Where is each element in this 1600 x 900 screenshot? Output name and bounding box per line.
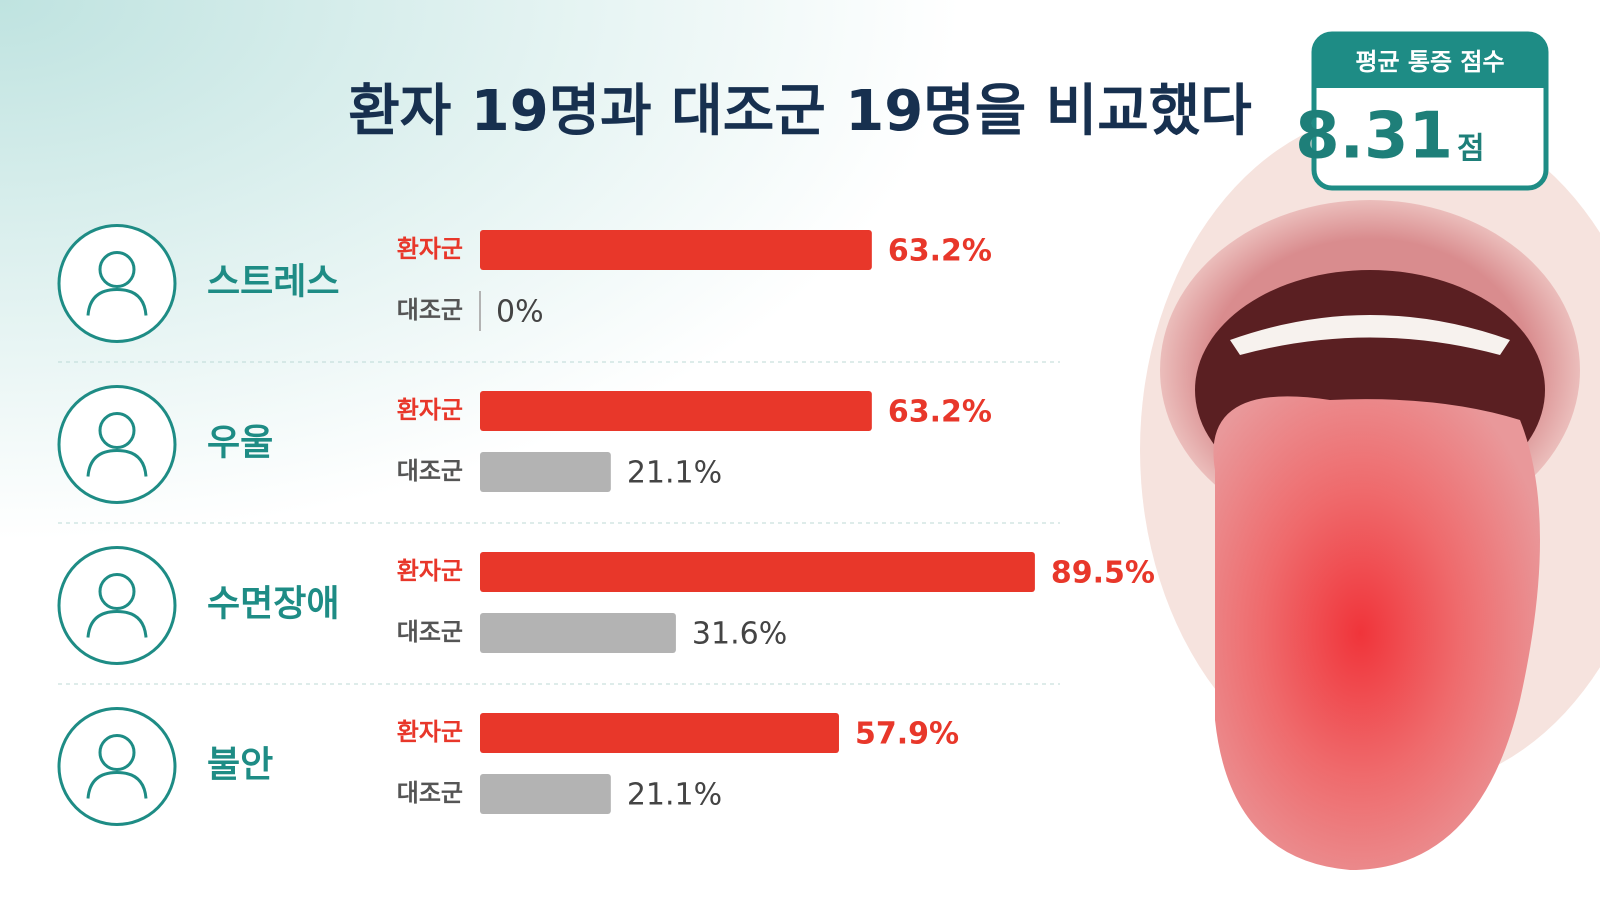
icon-body — [86, 448, 148, 477]
badge-unit: 점 — [1457, 132, 1485, 167]
series-label: 환자군 — [397, 396, 463, 424]
icon-head — [98, 734, 136, 771]
bar — [480, 452, 611, 492]
bar — [480, 713, 839, 753]
bar — [480, 391, 872, 431]
value-label: 89.5% — [1051, 556, 1155, 591]
series-label: 대조군 — [397, 779, 463, 807]
series-label: 대조군 — [397, 296, 463, 324]
series-label: 대조군 — [397, 618, 463, 646]
series-label: 환자군 — [397, 235, 463, 263]
series-label: 환자군 — [397, 557, 463, 585]
icon-ring — [57, 546, 177, 665]
icon-body — [86, 770, 148, 799]
badge-label: 평균 통증 점수 — [1355, 48, 1504, 76]
value-label: 21.1% — [627, 778, 722, 813]
category-label: 스트레스 — [207, 262, 339, 303]
value-label: 0% — [496, 295, 544, 330]
value-label: 63.2% — [888, 234, 992, 269]
badge: 평균 통증 점수 8.31 점 — [1295, 31, 1549, 191]
value-label: 57.9% — [855, 717, 959, 752]
icon-body — [86, 609, 148, 638]
category-label: 불안 — [207, 745, 273, 786]
icon-head — [98, 412, 136, 449]
title: 환자 19명과 대조군 19명을 비교했다 — [348, 79, 1252, 144]
bar — [480, 774, 611, 814]
badge-value: 8.31 — [1295, 100, 1453, 174]
bar — [480, 613, 676, 653]
icon-head — [98, 573, 136, 610]
icon-ring — [57, 385, 177, 504]
value-label: 31.6% — [692, 617, 787, 652]
series-label: 대조군 — [397, 457, 463, 485]
icon-body — [86, 287, 148, 316]
category-label: 수면장애 — [207, 584, 339, 625]
bar — [480, 230, 872, 270]
icon-head — [98, 251, 136, 288]
category-label: 우울 — [207, 423, 273, 464]
value-label: 21.1% — [627, 456, 722, 491]
series-label: 환자군 — [397, 718, 463, 746]
value-label: 63.2% — [888, 395, 992, 430]
mouth-photo — [1140, 110, 1600, 870]
title-group: 환자 19명과 대조군 19명을 비교했다 — [348, 79, 1252, 144]
icon-ring — [57, 224, 177, 343]
icon-ring — [57, 707, 177, 826]
bar — [480, 552, 1035, 592]
